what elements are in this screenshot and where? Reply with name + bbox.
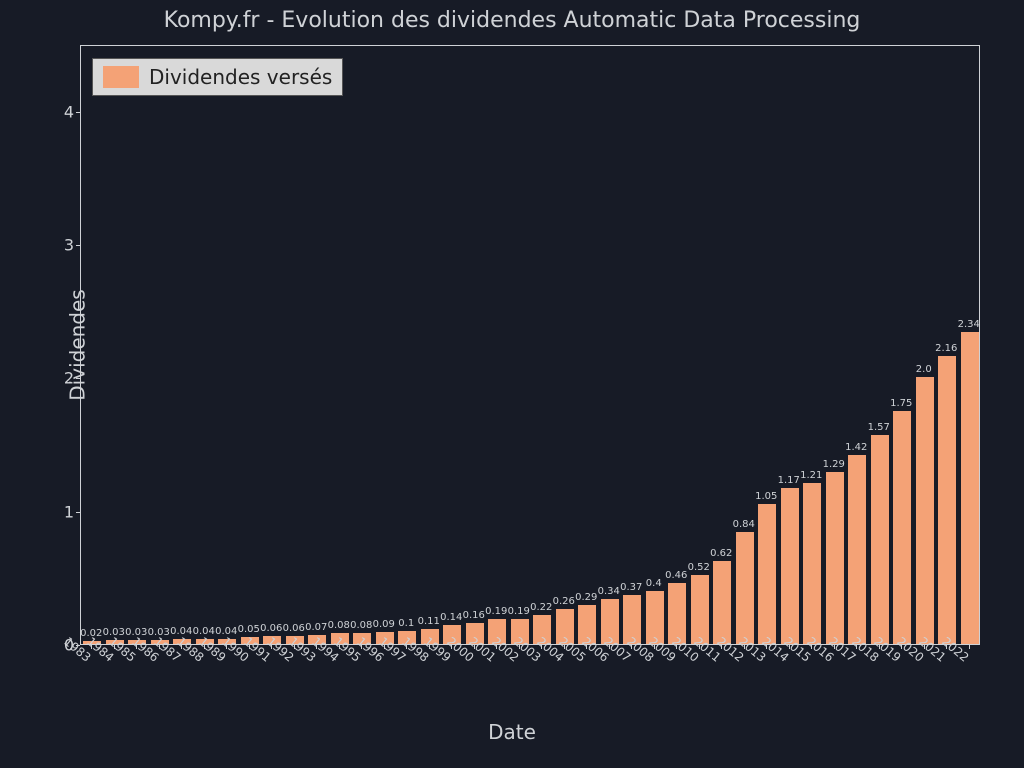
bar-value-label: 0.84 bbox=[733, 519, 755, 530]
bar bbox=[758, 504, 776, 644]
x-tick-mark bbox=[969, 645, 970, 649]
bar bbox=[916, 377, 934, 644]
y-tick-label: 4 bbox=[64, 102, 74, 121]
bar-value-label: 0.08 bbox=[350, 620, 372, 631]
bar-value-label: 0.62 bbox=[710, 548, 732, 559]
y-tick-label: 2 bbox=[64, 369, 74, 388]
bar-value-label: 0.1 bbox=[398, 618, 414, 629]
bar bbox=[781, 488, 799, 644]
legend-swatch bbox=[103, 66, 139, 88]
bar-value-label: 0.34 bbox=[598, 586, 620, 597]
bar-value-label: 0.19 bbox=[485, 606, 507, 617]
y-tick-mark bbox=[76, 512, 80, 513]
bar-value-label: 0.05 bbox=[238, 624, 260, 635]
bar-value-label: 1.42 bbox=[845, 442, 867, 453]
bar-value-label: 0.22 bbox=[530, 602, 552, 613]
bar-value-label: 0.4 bbox=[646, 578, 662, 589]
bar-value-label: 0.07 bbox=[305, 622, 327, 633]
bar-value-label: 0.37 bbox=[620, 582, 642, 593]
bar-value-label: 0.06 bbox=[283, 623, 305, 634]
bar-value-label: 0.46 bbox=[665, 570, 687, 581]
bar-value-label: 2.0 bbox=[916, 364, 932, 375]
bar-value-label: 1.05 bbox=[755, 491, 777, 502]
bar bbox=[713, 561, 731, 644]
y-tick-mark bbox=[76, 378, 80, 379]
bar-value-label: 2.34 bbox=[958, 319, 980, 330]
legend-label: Dividendes versés bbox=[149, 65, 332, 89]
y-tick-mark bbox=[76, 112, 80, 113]
x-axis-label: Date bbox=[0, 720, 1024, 744]
bar-value-label: 0.16 bbox=[463, 610, 485, 621]
bar-value-label: 0.26 bbox=[553, 596, 575, 607]
y-tick-label: 3 bbox=[64, 236, 74, 255]
bar-value-label: 0.09 bbox=[373, 619, 395, 630]
bar-value-label: 2.16 bbox=[935, 343, 957, 354]
bar bbox=[826, 472, 844, 644]
bar-value-label: 0.52 bbox=[688, 562, 710, 573]
bar bbox=[961, 332, 979, 644]
bar-value-label: 1.75 bbox=[890, 398, 912, 409]
bar-value-label: 0.29 bbox=[575, 592, 597, 603]
y-tick-label: 1 bbox=[64, 502, 74, 521]
legend: Dividendes versés bbox=[92, 58, 343, 96]
bar-value-label: 0.14 bbox=[440, 612, 462, 623]
bar bbox=[938, 356, 956, 644]
bar bbox=[803, 483, 821, 644]
bar-value-label: 0.06 bbox=[260, 623, 282, 634]
bar-value-label: 1.17 bbox=[778, 475, 800, 486]
plot-area bbox=[80, 45, 980, 645]
bar-value-label: 1.57 bbox=[868, 422, 890, 433]
bar bbox=[871, 435, 889, 644]
bar bbox=[736, 532, 754, 644]
bar bbox=[848, 455, 866, 644]
bar-value-label: 0.11 bbox=[418, 616, 440, 627]
bar-value-label: 0.08 bbox=[328, 620, 350, 631]
bar-value-label: 1.29 bbox=[823, 459, 845, 470]
bar-value-label: 1.21 bbox=[800, 470, 822, 481]
chart-title: Kompy.fr - Evolution des dividendes Auto… bbox=[0, 8, 1024, 33]
bar bbox=[893, 411, 911, 644]
bar-value-label: 0.19 bbox=[508, 606, 530, 617]
y-tick-mark bbox=[76, 245, 80, 246]
